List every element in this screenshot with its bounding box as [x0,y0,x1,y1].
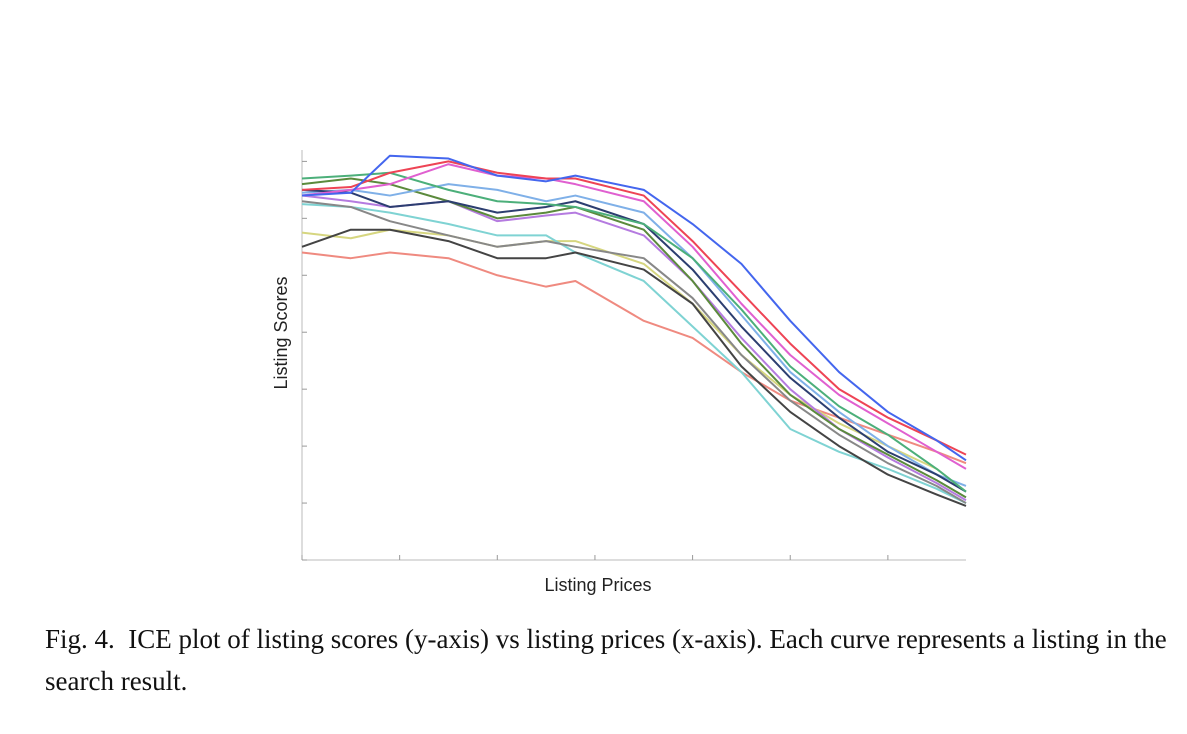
ice-curve [301,194,967,502]
ice-curve [301,251,967,465]
ice-curve [301,228,967,493]
ice-curve [301,177,967,499]
y-axis-label: Listing Scores [271,276,291,389]
ice-curve [301,228,967,507]
ice-curve [301,154,967,462]
ice-curve [301,188,967,493]
chart: Listing Prices Listing Scores [271,150,967,595]
ice-curve [301,200,967,504]
ice-curve [301,160,967,456]
ice-curve [301,163,967,470]
ice-curve [301,183,967,487]
caption: Fig. 4. ICE plot of listing scores (y-ax… [45,624,1174,696]
x-axis-label: Listing Prices [544,575,651,595]
ice-curve [301,203,967,504]
